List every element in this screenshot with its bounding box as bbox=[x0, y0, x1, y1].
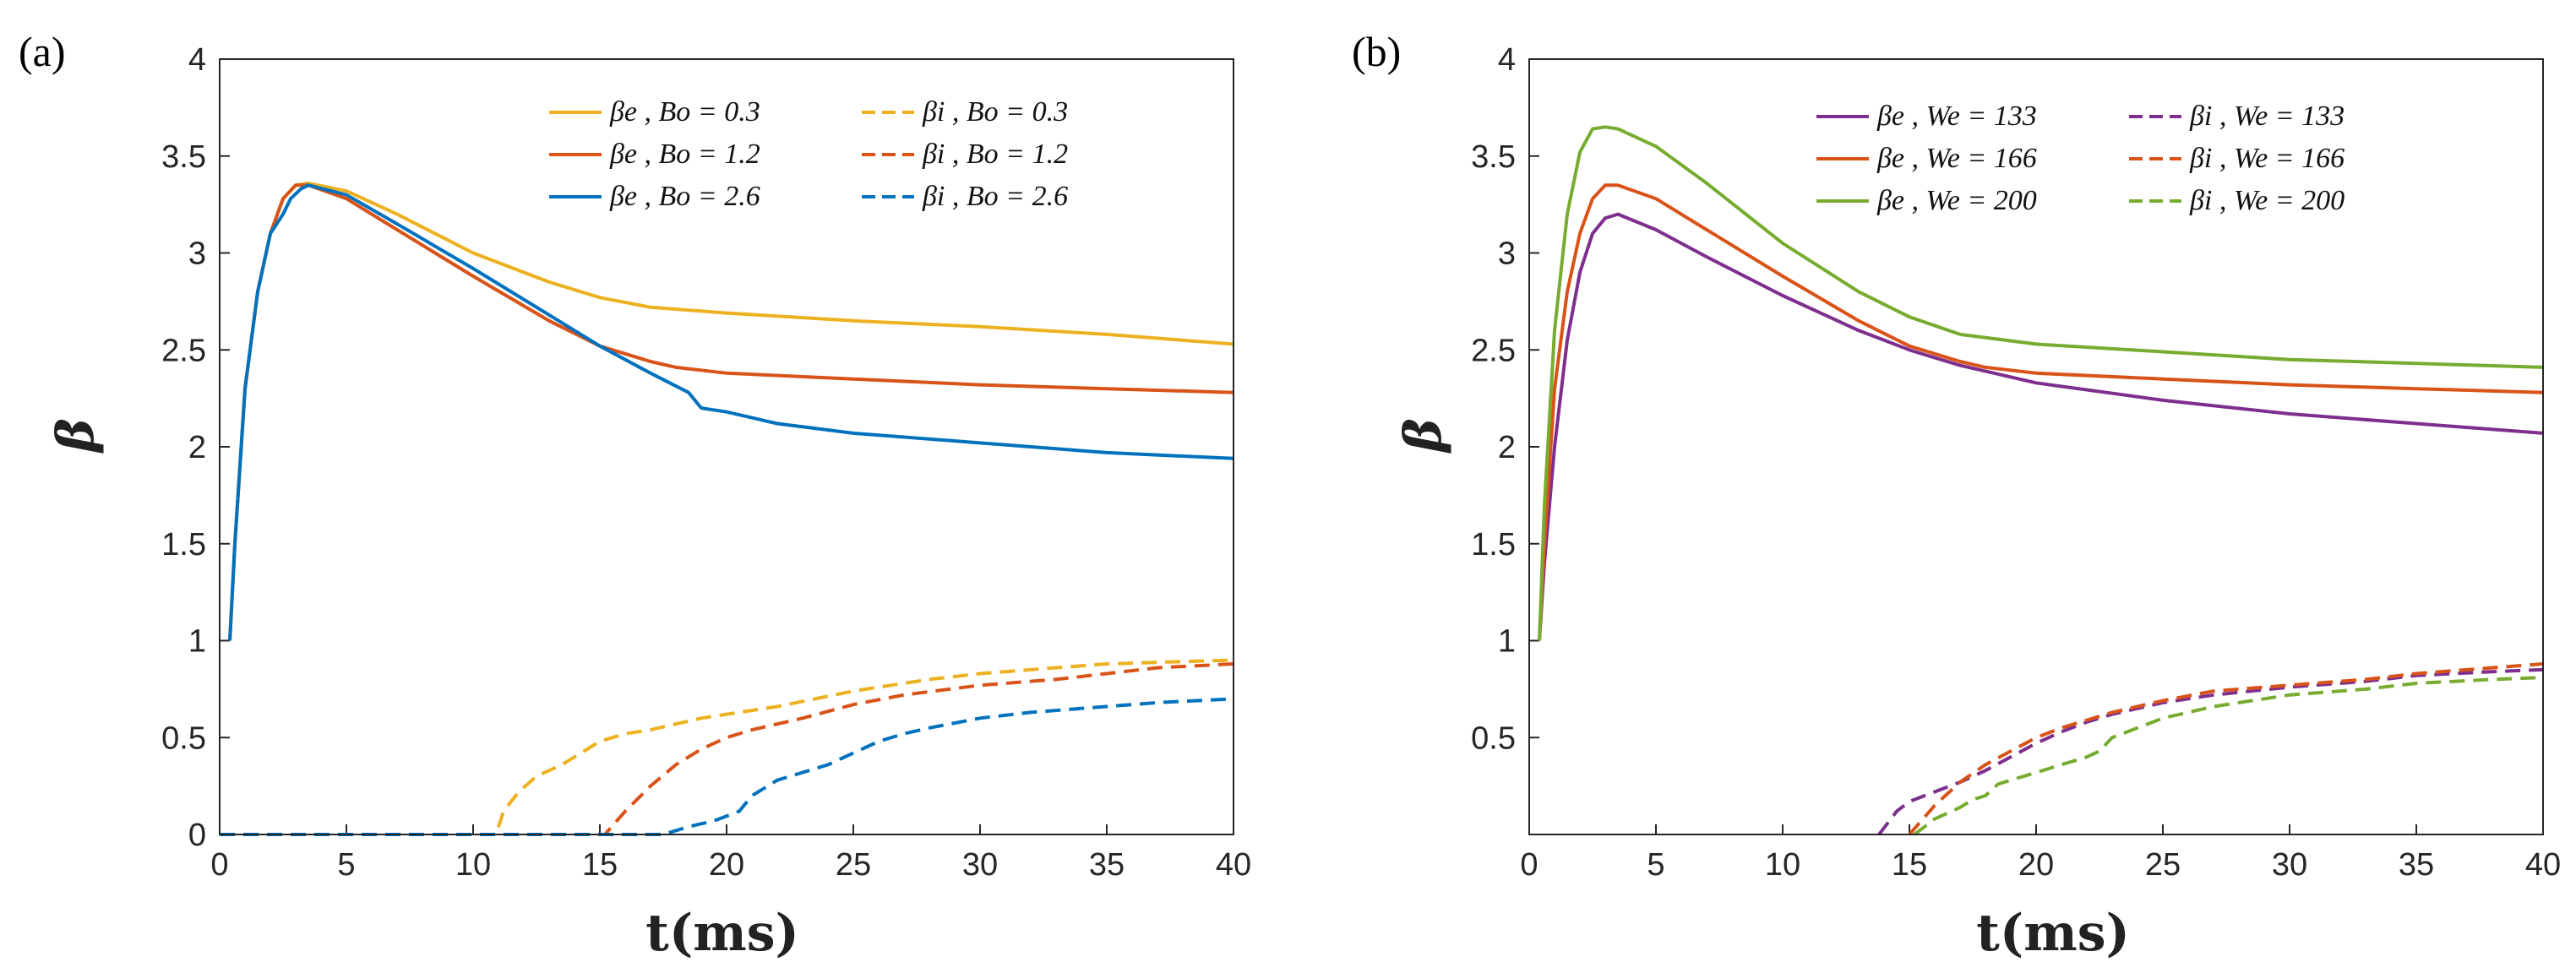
plot-area-b: 0 5 10 15 20 25 30 35 40 0.5 1 1.5 2 2.5 3 3.5 4 bbox=[1471, 42, 2561, 883]
legend-entry: βe , We = 200 bbox=[1876, 185, 2037, 216]
x-tick-label: 0 bbox=[210, 847, 228, 883]
series-line-4 bbox=[1877, 667, 2544, 836]
axes-frame-b bbox=[1528, 58, 2544, 835]
y-tick-label: 1 bbox=[1498, 624, 1516, 660]
legend-b: βe , We = 133 βe , We = 166 βe , We = 200 β… bbox=[1816, 101, 2345, 216]
x-tick-label: 0 bbox=[1520, 847, 1538, 883]
y-axis-title-b: β bbox=[1394, 418, 1453, 454]
y-tick-label: 0.5 bbox=[161, 720, 206, 756]
x-tick-label: 5 bbox=[1647, 847, 1664, 883]
series-line-5 bbox=[1908, 662, 2544, 836]
y-tick-label: 4 bbox=[1498, 42, 1516, 78]
y-tick-label: 3.5 bbox=[161, 139, 206, 175]
x-tick-label: 20 bbox=[2018, 847, 2054, 883]
y-tick-label: 2.5 bbox=[161, 333, 206, 368]
series-line-5 bbox=[220, 662, 1234, 836]
x-tick-label: 40 bbox=[2525, 847, 2561, 883]
series-line-1 bbox=[1538, 212, 2544, 641]
legend-entry: βe , We = 166 bbox=[1876, 143, 2037, 174]
legend-entry: βe , Bo = 2.6 bbox=[609, 181, 760, 212]
y-tick-label: 3 bbox=[1498, 236, 1516, 272]
x-tick-label: 10 bbox=[1765, 847, 1800, 883]
x-tick-label: 40 bbox=[1216, 847, 1251, 883]
legend-entry: βe , We = 133 bbox=[1876, 101, 2037, 132]
series-line-6 bbox=[1913, 676, 2544, 836]
y-axis-title-a: β bbox=[46, 418, 106, 454]
y-tick-label: 2.5 bbox=[1471, 333, 1516, 368]
legend-entry: βi , We = 133 bbox=[2189, 101, 2345, 132]
x-axis-title-b: t(ms) bbox=[1976, 904, 2130, 963]
x-tick-label: 35 bbox=[1089, 847, 1125, 883]
legend-entry: βi , We = 200 bbox=[2189, 185, 2345, 216]
x-tick-label: 25 bbox=[2145, 847, 2181, 883]
y-tick-label: 1.5 bbox=[1471, 527, 1516, 563]
y-tick-label: 0 bbox=[188, 818, 206, 853]
chart-panel-a: (a) β t(ms) 0 5 10 15 20 25 30 35 40 0 0.5 1 1.5 2 2.5… bbox=[19, 28, 1251, 963]
x-tick-label: 30 bbox=[2272, 847, 2307, 883]
legend-entry: βe , Bo = 0.3 bbox=[609, 96, 760, 128]
y-tick-label: 1 bbox=[188, 624, 206, 660]
x-axis-title-a: t(ms) bbox=[645, 904, 799, 963]
legend-entry: βi , Bo = 0.3 bbox=[922, 96, 1068, 128]
x-tick-label: 10 bbox=[455, 847, 491, 883]
legend-entry: βi , We = 166 bbox=[2189, 143, 2345, 174]
series-line-6 bbox=[220, 697, 1234, 836]
y-tick-label: 2 bbox=[188, 430, 206, 465]
x-tick-label: 15 bbox=[1892, 847, 1927, 883]
y-tick-label: 3 bbox=[188, 236, 206, 272]
plot-area-a: 0 5 10 15 20 25 30 35 40 0 0.5 1 1.5 2 2.5 3 3.5 4 bbox=[161, 42, 1251, 883]
x-tick-label: 20 bbox=[709, 847, 744, 883]
legend-a: βe , Bo = 0.3 βe , Bo = 1.2 βe , Bo = 2.6 β… bbox=[549, 96, 1068, 212]
x-tick-label: 30 bbox=[962, 847, 998, 883]
panel-label-b: (b) bbox=[1352, 28, 1401, 75]
x-tick-label: 5 bbox=[337, 847, 355, 883]
series-line-4 bbox=[220, 658, 1234, 836]
x-tick-label: 15 bbox=[582, 847, 618, 883]
y-tick-label: 0.5 bbox=[1471, 720, 1516, 756]
legend-entry: βe , Bo = 1.2 bbox=[609, 139, 760, 170]
y-tick-label: 4 bbox=[188, 42, 206, 78]
series-line-3 bbox=[228, 183, 1234, 641]
y-tick-label: 3.5 bbox=[1471, 139, 1516, 175]
panel-label-a: (a) bbox=[19, 28, 66, 75]
legend-entry: βi , Bo = 1.2 bbox=[922, 139, 1068, 170]
series-line-2 bbox=[1538, 183, 2544, 641]
axes-frame-a bbox=[219, 58, 1234, 835]
x-tick-label: 25 bbox=[836, 847, 871, 883]
y-tick-label: 2 bbox=[1498, 430, 1516, 465]
legend-entry: βi , Bo = 2.6 bbox=[922, 181, 1068, 212]
y-tick-label: 1.5 bbox=[161, 527, 206, 563]
x-tick-label: 35 bbox=[2399, 847, 2434, 883]
chart-panel-b: (b) β t(ms) 0 5 10 15 20 25 30 35 40 0.5 1 1.5 2 2.5 3… bbox=[1352, 28, 2561, 963]
series-line-3 bbox=[1538, 125, 2544, 641]
